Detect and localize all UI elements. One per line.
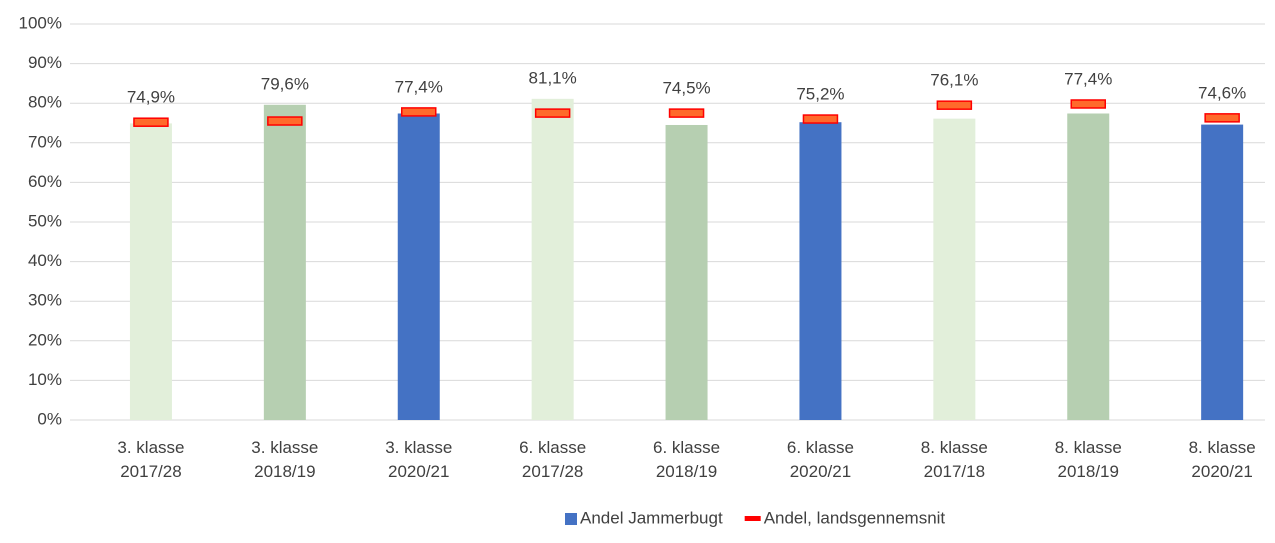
x-tick-line: 2017/18: [924, 462, 985, 481]
bar: [263, 104, 306, 420]
x-tick-label: 6. klasse 2020/21: [787, 438, 854, 481]
average-marker: [267, 116, 303, 126]
x-tick-line: 3. klasse: [117, 438, 184, 457]
legend-label: Andel Jammerbugt: [580, 508, 723, 527]
x-tick-line: 2020/21: [1191, 462, 1252, 481]
value-label: 77,4%: [395, 77, 443, 96]
y-tick-label: 60%: [28, 172, 62, 191]
x-tick-line: 2017/28: [522, 462, 583, 481]
x-tick-line: 3. klasse: [251, 438, 318, 457]
value-label: 74,5%: [662, 79, 710, 98]
average-marker: [133, 117, 169, 127]
bar: [397, 113, 440, 420]
x-tick-label: 8. klasse 2017/18: [921, 438, 988, 481]
x-tick-line: 2018/19: [254, 462, 315, 481]
x-tick-line: 2018/19: [1058, 462, 1119, 481]
legend-swatch: [744, 516, 761, 521]
x-tick-label: 6. klasse 2018/19: [653, 438, 720, 481]
x-tick-line: 2020/21: [790, 462, 851, 481]
average-marker: [936, 100, 973, 110]
x-tick-line: 8. klasse: [1055, 438, 1122, 457]
average-marker: [802, 114, 839, 124]
x-tick-line: 8. klasse: [921, 438, 988, 457]
x-tick-line: 2018/19: [656, 462, 717, 481]
value-label: 81,1%: [529, 68, 577, 87]
y-tick-label: 10%: [28, 370, 62, 389]
value-label: 74,9%: [127, 88, 175, 107]
average-marker: [534, 108, 571, 118]
bar: [129, 123, 172, 420]
x-tick-line: 2020/21: [388, 462, 449, 481]
bar: [665, 124, 708, 420]
bar: [933, 118, 976, 421]
x-tick-label: 3. klasse 2020/21: [385, 438, 452, 481]
legend-swatch: [565, 513, 577, 525]
y-tick-label: 40%: [28, 251, 62, 270]
x-tick-line: 6. klasse: [653, 438, 720, 457]
y-tick-label: 70%: [28, 132, 62, 151]
y-tick-label: 0%: [37, 409, 62, 428]
x-tick-line: 3. klasse: [385, 438, 452, 457]
x-tick-line: 6. klasse: [787, 438, 854, 457]
average-marker: [668, 108, 705, 118]
x-tick-line: 8. klasse: [1189, 438, 1256, 457]
y-tick-label: 30%: [28, 291, 62, 310]
value-label: 79,6%: [261, 74, 309, 93]
x-tick-line: 6. klasse: [519, 438, 586, 457]
bar: [1067, 113, 1110, 420]
value-label: 77,4%: [1064, 69, 1112, 88]
x-tick-label: 8. klasse 2018/19: [1055, 438, 1122, 481]
y-tick-label: 100%: [19, 13, 62, 32]
y-tick-label: 50%: [28, 211, 62, 230]
value-label: 74,6%: [1198, 83, 1246, 102]
y-tick-label: 90%: [28, 53, 62, 72]
bar: [799, 122, 842, 420]
bar: [1201, 124, 1244, 421]
value-label: 75,2%: [796, 85, 844, 104]
x-tick-label: 3. klasse 2017/28: [117, 438, 184, 481]
x-tick-label: 6. klasse 2017/28: [519, 438, 586, 481]
average-marker: [1070, 99, 1106, 109]
value-label: 76,1%: [930, 71, 978, 90]
x-tick-line: 2017/28: [120, 462, 181, 481]
average-marker: [401, 107, 437, 117]
y-tick-label: 20%: [28, 330, 62, 349]
y-tick-label: 80%: [28, 93, 62, 112]
average-marker: [1204, 113, 1240, 123]
x-tick-label: 8. klasse 2020/21: [1189, 438, 1256, 481]
legend-label: Andel, landsgennemsnit: [764, 508, 946, 527]
x-tick-label: 3. klasse 2018/19: [251, 438, 318, 481]
bar: [531, 98, 574, 421]
